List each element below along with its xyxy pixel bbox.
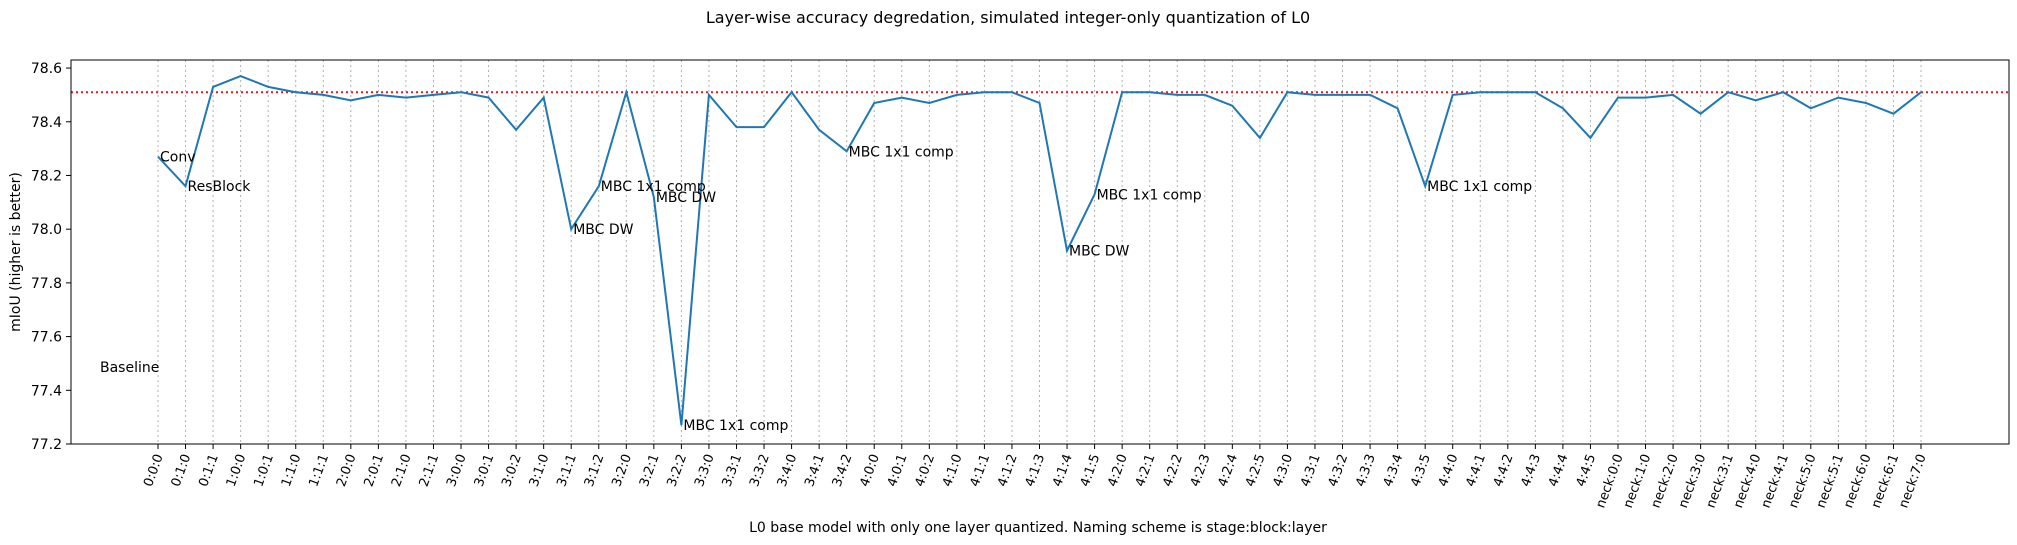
x-tick-label: 3:1:2 [582, 452, 608, 489]
annotation-label: MBC DW [573, 222, 633, 238]
annotation-label: ResBlock [188, 179, 252, 195]
x-tick-label: 4:2:3 [1188, 452, 1214, 489]
x-tick-label: 4:1:5 [1078, 452, 1104, 489]
x-axis: 0:0:0 0:1:0 0:1:1 1:0:0 1:0:1 1:1:0 1:1:1 2:0:0… [141, 444, 1930, 510]
y-tick-label: 77.2 [31, 437, 62, 453]
x-tick-label: 0:1:1 [196, 452, 222, 489]
x-tick-label: 3:1:0 [527, 452, 553, 489]
annotation-label: Conv [160, 150, 196, 166]
chart-title: Layer-wise accuracy degredation, simulat… [706, 8, 1310, 27]
x-tick-label: 4:1:2 [995, 452, 1021, 489]
x-tick-label: 3:0:1 [472, 452, 498, 489]
x-tick-label: 0:0:0 [141, 452, 167, 489]
x-tick-label: 4:0:2 [912, 452, 938, 489]
x-axis-label: L0 base model with only one layer quanti… [749, 520, 1327, 536]
x-tick-label: neck:7:0 [1896, 452, 1929, 510]
x-tick-label: 1:1:1 [306, 452, 332, 489]
x-tick-label: 4:3:3 [1353, 452, 1379, 489]
x-tick-label: 4:2:0 [1105, 452, 1131, 489]
x-tick-label: 4:3:0 [1271, 452, 1297, 489]
x-tick-label: 3:1:1 [554, 452, 580, 489]
series-line [157, 75, 1922, 426]
x-tick-label: 3:0:0 [444, 452, 470, 489]
x-tick-label: 2:1:1 [417, 452, 443, 489]
x-tick-label: 4:1:3 [1023, 452, 1049, 489]
x-tick-label: 3:3:2 [747, 452, 773, 489]
y-tick-label: 78.2 [31, 168, 62, 184]
x-tick-label: 4:4:1 [1463, 452, 1489, 489]
x-tick-label: 4:4:5 [1574, 452, 1600, 489]
x-tick-label: 0:1:0 [169, 452, 195, 489]
x-tick-label: 4:0:1 [885, 452, 911, 489]
x-tick-label: 2:0:0 [334, 452, 360, 489]
annotation-label: MBC DW [656, 190, 716, 206]
x-tick-label: 4:3:5 [1408, 452, 1434, 489]
y-tick-label: 78.4 [31, 115, 62, 131]
y-tick-label: 77.8 [31, 276, 62, 292]
x-tick-label: 4:4:4 [1546, 452, 1572, 489]
x-tick-label: 4:1:4 [1050, 452, 1076, 489]
x-tick-label: 3:3:0 [692, 452, 718, 489]
baseline-label: Baseline [100, 360, 159, 376]
x-tick-label: 4:2:5 [1243, 452, 1269, 489]
x-tick-label: 4:3:2 [1326, 452, 1352, 489]
y-axis: 77.2 77.4 77.6 77.8 78.0 78.2 78.4 78.6 [31, 61, 71, 453]
x-tick-label: 4:4:2 [1491, 452, 1517, 489]
x-tick-label: 4:3:4 [1381, 452, 1407, 489]
x-tick-label: 4:2:4 [1216, 452, 1242, 489]
annotation-label: MBC 1x1 comp [1427, 179, 1532, 195]
x-tick-label: 4:3:1 [1298, 452, 1324, 489]
x-tick-label: 3:4:0 [775, 452, 801, 489]
x-tick-label: 2:0:1 [362, 452, 388, 489]
annotation-label: MBC 1x1 comp [601, 179, 706, 195]
x-tick-label: 3:2:0 [609, 452, 635, 489]
annotation-label: MBC 1x1 comp [849, 144, 954, 160]
x-tick-label: 3:0:2 [499, 452, 525, 489]
y-tick-label: 77.4 [31, 383, 62, 399]
x-tick-label: 3:2:2 [665, 452, 691, 489]
x-tick-label: 1:0:1 [251, 452, 277, 489]
x-tick-label: 4:1:0 [940, 452, 966, 489]
x-tick-label: 4:4:0 [1436, 452, 1462, 489]
grid-lines [157, 60, 1922, 444]
x-tick-label: 3:4:1 [802, 452, 828, 489]
x-tick-label: 4:0:0 [857, 452, 883, 489]
x-tick-label: 4:1:1 [968, 452, 994, 489]
y-tick-label: 78.6 [31, 61, 62, 77]
x-tick-label: 4:2:1 [1133, 452, 1159, 489]
x-tick-label: 1:0:0 [224, 452, 250, 489]
annotation-label: MBC 1x1 comp [1097, 187, 1202, 203]
x-tick-label: 4:4:3 [1519, 452, 1545, 489]
x-tick-label: 4:2:2 [1160, 452, 1186, 489]
y-tick-label: 78.0 [31, 222, 62, 238]
x-tick-label: 3:2:1 [637, 452, 663, 489]
y-axis-label: mIoU (higher is better) [8, 172, 24, 332]
x-tick-label: 2:1:0 [389, 452, 415, 489]
annotation-label: MBC DW [1069, 244, 1129, 260]
y-tick-label: 77.6 [31, 330, 62, 346]
x-tick-label: 3:4:2 [830, 452, 856, 489]
x-tick-label: 1:1:0 [279, 452, 305, 489]
x-tick-label: 3:3:1 [720, 452, 746, 489]
annotation-label: MBC 1x1 comp [683, 418, 788, 434]
